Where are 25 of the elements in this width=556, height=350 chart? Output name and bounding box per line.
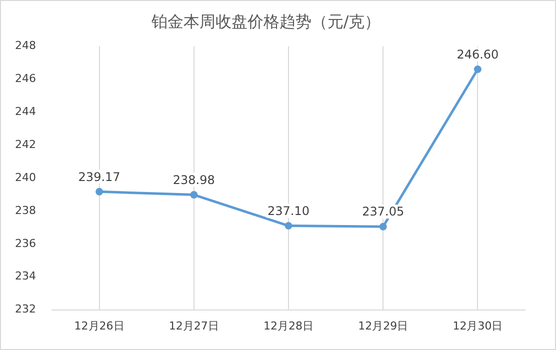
y-tick-label: 236 [14,236,36,250]
data-label: 246.60 [456,47,499,62]
x-tick-label: 12月28日 [264,319,314,332]
x-tick-label: 12月27日 [168,319,219,332]
point [96,188,104,196]
y-tick-label: 248 [14,39,36,52]
data-label: 239.17 [78,170,120,184]
point [190,191,198,199]
data-label: 238.98 [172,172,215,187]
x-tick-label: 12月30日 [452,319,503,332]
x-tick-label: 12月29日 [358,319,408,332]
point [474,66,482,74]
data-label: 237.05 [362,204,404,219]
point [284,222,292,230]
x-tick-label: 12月26日 [74,319,124,332]
y-tick-label: 240 [14,170,36,184]
y-tick-label: 238 [14,204,36,217]
point [379,222,387,230]
chart-title: 铂金本周收盘价格趋势（元/克） [150,12,381,31]
y-tick-label: 232 [14,302,36,316]
y-tick-label: 242 [14,138,36,151]
y-tick-label: 234 [14,270,36,283]
data-label: 237.10 [268,204,310,218]
y-tick-label: 244 [14,104,36,118]
y-tick-label: 246 [14,72,36,86]
